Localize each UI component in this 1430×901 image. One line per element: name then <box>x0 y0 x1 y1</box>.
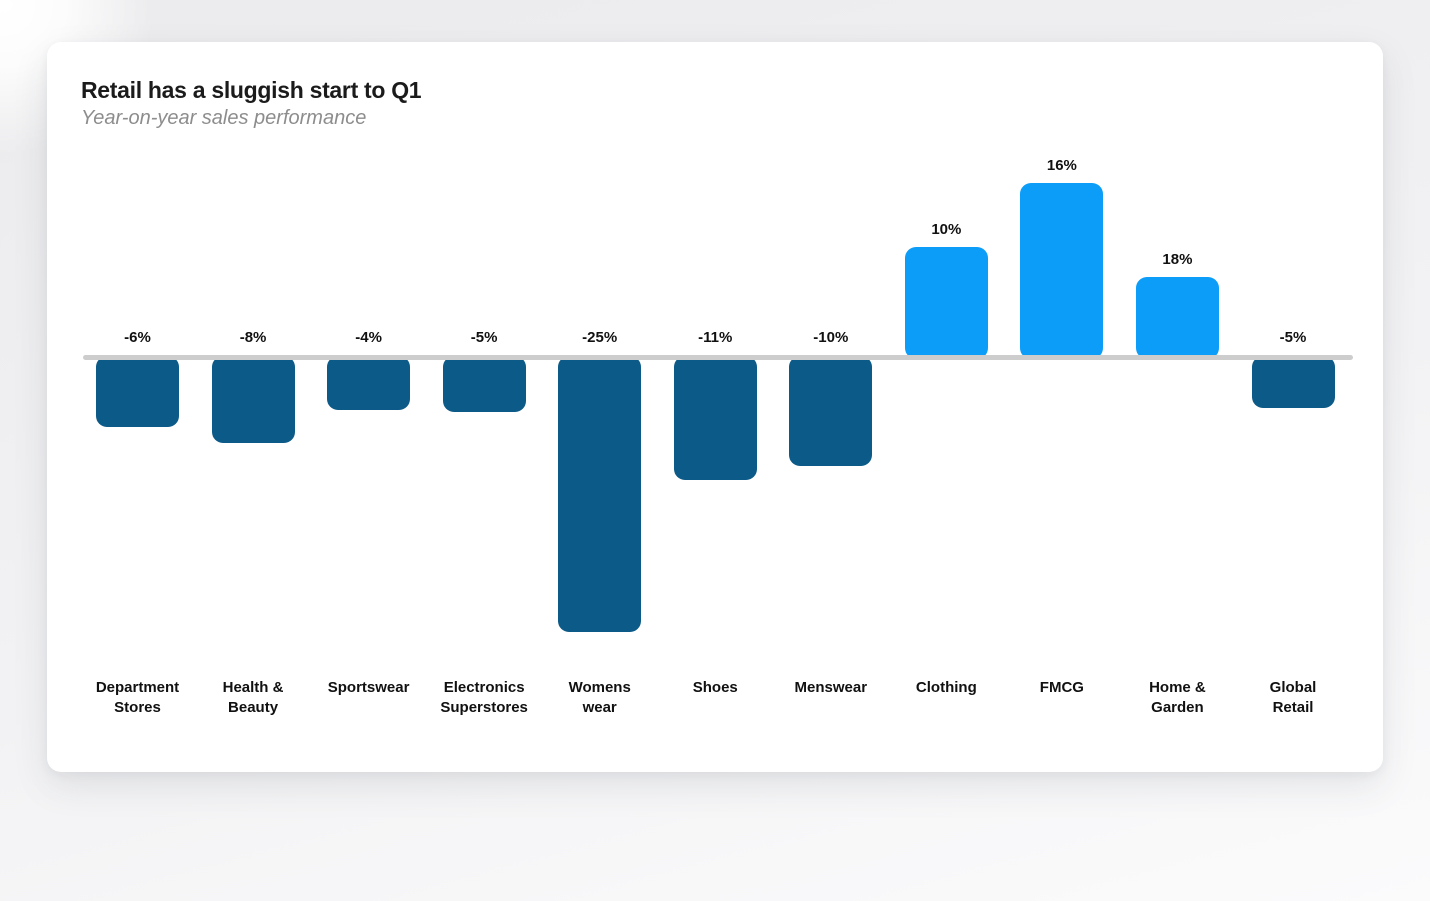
category-label: Clothing <box>915 679 977 696</box>
chart-bar <box>904 247 988 359</box>
category-label: FMCG <box>1039 679 1084 696</box>
chart-subtitle: Year-on-year sales performance <box>81 107 367 129</box>
chart-bar <box>211 356 295 443</box>
category-label: Electronics Superstores <box>440 679 528 716</box>
chart-bar <box>558 356 642 632</box>
bar-value-label: -6% <box>124 329 151 346</box>
bar-value-label: -5% <box>1279 329 1307 346</box>
chart-bar <box>96 356 179 427</box>
category-label: Global Retail <box>1269 679 1317 716</box>
category-label: Health & Beauty <box>222 679 284 716</box>
category-label: Womens wear <box>568 679 631 716</box>
chart-bar <box>327 356 411 410</box>
bar-value-label: 16% <box>1046 157 1077 174</box>
chart-bar <box>1135 277 1219 359</box>
category-label: Department Stores <box>95 679 180 716</box>
chart-bar <box>1251 356 1335 408</box>
category-label: Sportswear <box>327 679 410 696</box>
chart-card: Retail has a sluggish start to Q1 Year-o… <box>47 42 1383 772</box>
bar-value-label: -8% <box>239 329 267 346</box>
bar-value-label: -25% <box>582 329 618 346</box>
bar-value-label: -4% <box>355 329 382 346</box>
x-axis-baseline <box>83 355 1353 360</box>
bar-value-label: 18% <box>1162 251 1193 268</box>
bar-value-label: -5% <box>470 329 498 346</box>
category-label: Shoes <box>692 679 738 696</box>
bar-value-label: -11% <box>698 329 733 346</box>
chart-bar <box>789 356 873 466</box>
chart-bar <box>673 356 757 480</box>
category-label: Menswear <box>794 679 868 696</box>
bar-value-label: -10% <box>813 329 849 346</box>
bar-chart: -6% Department Stores -8% Health & Beauty -4… <box>47 42 1383 772</box>
category-label: Home & Garden <box>1149 679 1206 716</box>
bar-value-label: 10% <box>931 221 962 238</box>
chart-bar <box>442 356 526 412</box>
chart-bar <box>1020 183 1104 359</box>
chart-title: Retail has a sluggish start to Q1 <box>81 77 422 103</box>
